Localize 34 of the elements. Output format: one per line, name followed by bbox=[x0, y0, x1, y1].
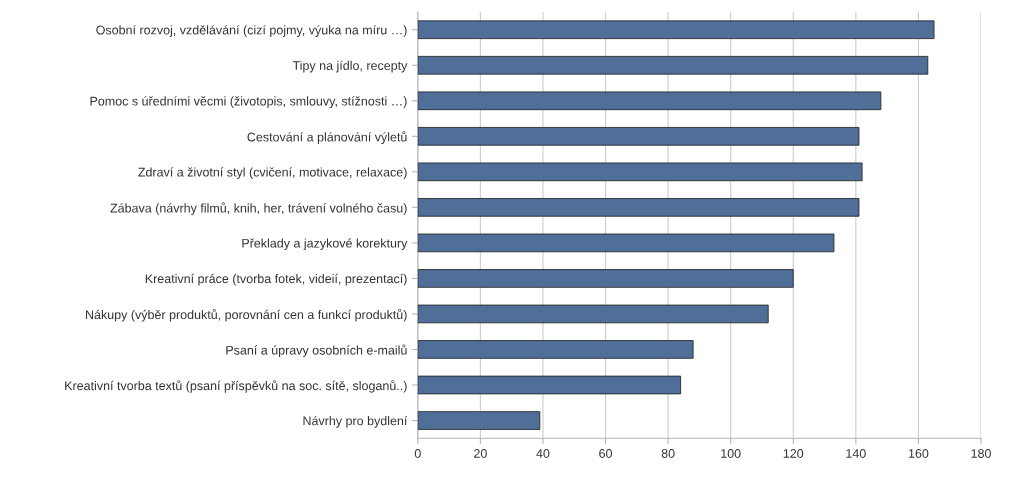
y-tick-label: Zábava (návrhy filmů, knih, her, trávení volného času) bbox=[110, 202, 407, 215]
bar bbox=[417, 375, 682, 395]
x-tick-label: 0 bbox=[414, 449, 421, 458]
x-tick-label: 80 bbox=[661, 449, 675, 458]
bar bbox=[417, 411, 541, 430]
bar bbox=[417, 127, 860, 146]
x-tick-label: 120 bbox=[783, 449, 804, 458]
y-tick-label: Osobní rozvoj, vzdělávání (cizí pojmy, výuka na míru …) bbox=[96, 25, 407, 37]
y-tick-label: Tipy na jídlo, recepty bbox=[292, 60, 408, 73]
x-tick-label: 20 bbox=[474, 449, 487, 458]
y-tick-label: Pomoc s úředními věcmi (životopis, smlouvy, stížnosti …) bbox=[90, 96, 407, 108]
bar bbox=[417, 269, 794, 288]
bar bbox=[417, 91, 882, 111]
bar bbox=[417, 233, 835, 253]
y-tick-label: Psaní a úpravy osobních e-mailů bbox=[226, 344, 407, 358]
y-tick-label: Překlady a jazykové korektury bbox=[242, 238, 408, 251]
bar bbox=[417, 162, 863, 182]
y-tick-label: Návrhy pro bydlení bbox=[303, 415, 408, 428]
bar bbox=[417, 198, 860, 217]
x-tick-label: 100 bbox=[721, 449, 741, 458]
x-tick-label: 40 bbox=[536, 449, 550, 458]
x-tick-label: 140 bbox=[846, 449, 866, 458]
x-tick-label: 60 bbox=[599, 449, 612, 458]
bar bbox=[417, 20, 935, 40]
y-tick-label: Kreativní práce (tvorba fotek, videií, prezentací) bbox=[145, 273, 407, 286]
y-tick-label: Kreativní tvorba textů (psaní příspěvků na soc. sítě, sloganů..) bbox=[65, 379, 407, 393]
bar bbox=[417, 304, 769, 324]
y-tick-label: Zdraví a životní styl (cvičení, motivace, relaxace) bbox=[138, 167, 407, 180]
bar bbox=[417, 55, 929, 75]
x-tick-label: 160 bbox=[908, 449, 929, 458]
x-tick-label: 180 bbox=[971, 449, 991, 458]
bar bbox=[417, 340, 694, 359]
y-tick-label: Nákupy (výběr produktů, porovnání cen a funkcí produktů) bbox=[86, 308, 407, 322]
y-tick-label: Cestování a plánování výletů bbox=[247, 131, 407, 144]
